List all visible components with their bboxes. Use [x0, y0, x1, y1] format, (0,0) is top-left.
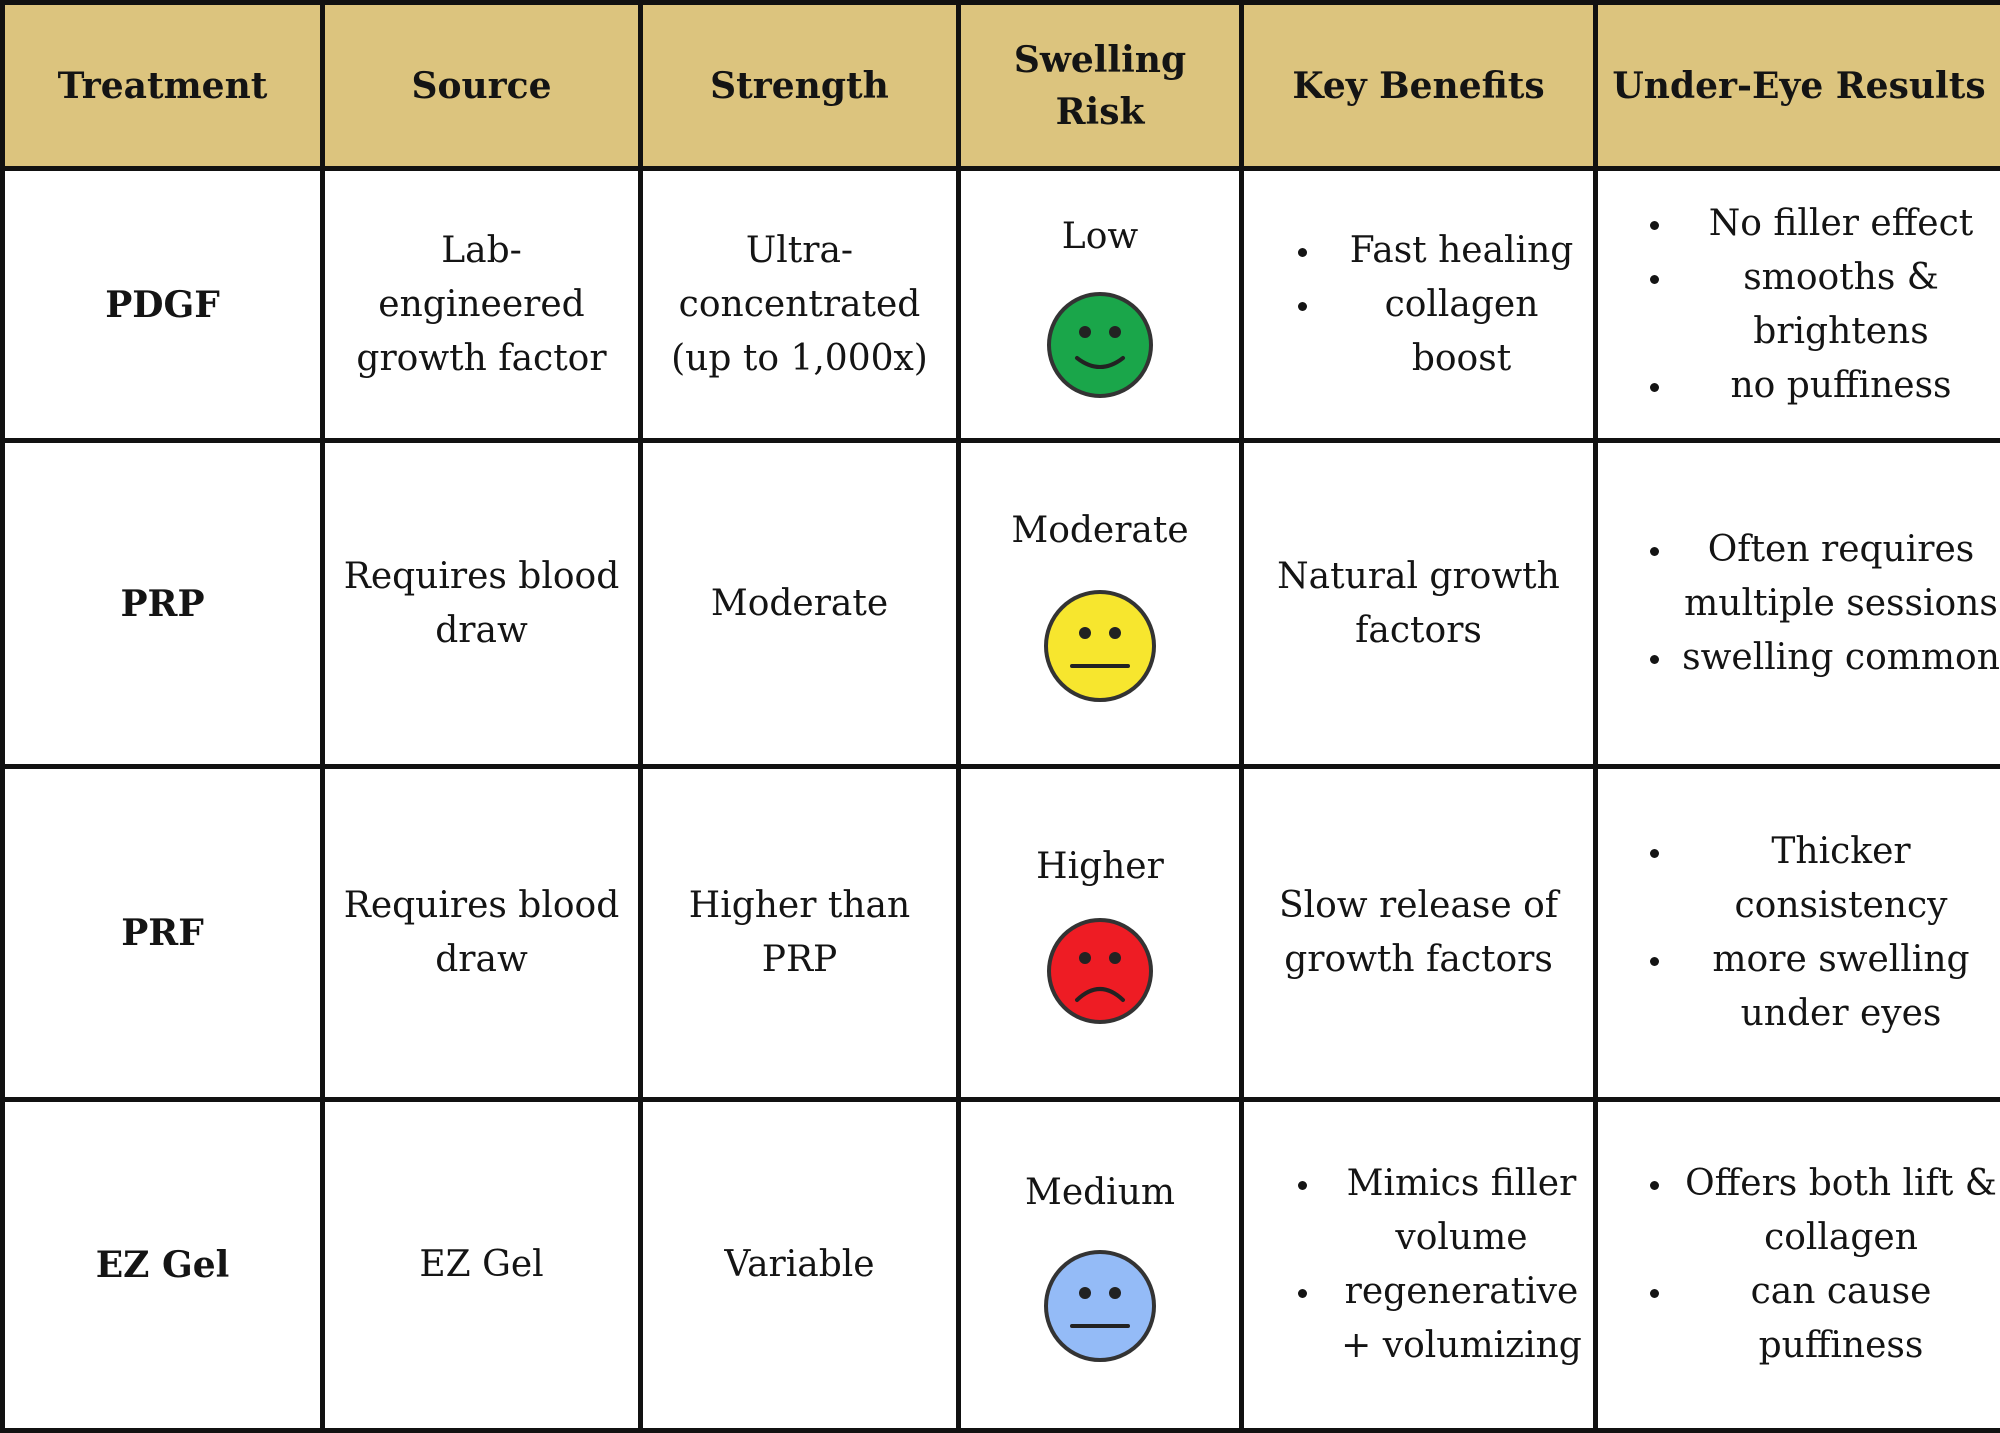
- face-circle: [1046, 592, 1154, 700]
- face-eye: [1109, 952, 1121, 964]
- list-item: swelling common: [1682, 631, 2000, 685]
- list-item: collagen boost: [1330, 278, 1593, 386]
- table-row: PRP Requires blood draw Moderate Moderat…: [3, 441, 2000, 767]
- list-item: Mimics filler volume: [1330, 1157, 1593, 1265]
- list-item: regenerative + volumizing: [1330, 1265, 1593, 1373]
- key-benefits-list: Mimics filler volume regenerative + volu…: [1244, 1157, 1593, 1373]
- under-eye-results-list: No filler effect smooths & brightens no …: [1598, 197, 2000, 413]
- swelling-risk-label: Moderate: [961, 504, 1239, 558]
- table-row: EZ Gel EZ Gel Variable Medium Mimics fil…: [3, 1100, 2000, 1431]
- swelling-risk-cell: Moderate: [959, 441, 1242, 767]
- header-swelling-risk: Swelling Risk: [959, 3, 1242, 169]
- header-key-benefits: Key Benefits: [1242, 3, 1596, 169]
- happy-face-icon: [1045, 290, 1155, 400]
- under-eye-results-cell: Often requires multiple sessions swellin…: [1596, 441, 2000, 767]
- under-eye-results-list: Often requires multiple sessions swellin…: [1598, 523, 2000, 685]
- list-item: No filler effect: [1682, 197, 2000, 251]
- neutral-face-icon: [1042, 1248, 1158, 1364]
- strength-cell: Moderate: [641, 441, 959, 767]
- list-item: more swelling under eyes: [1682, 933, 2000, 1041]
- face-eye: [1079, 326, 1091, 338]
- source-cell: Requires blood draw: [323, 767, 641, 1100]
- under-eye-results-cell: Thicker consistency more swelling under …: [1596, 767, 2000, 1100]
- strength-cell: Variable: [641, 1100, 959, 1431]
- treatment-name: PDGF: [3, 169, 323, 441]
- swelling-risk-cell: Higher: [959, 767, 1242, 1100]
- under-eye-results-list: Offers both lift & collagen can cause pu…: [1598, 1157, 2000, 1373]
- source-cell: Requires blood draw: [323, 441, 641, 767]
- sad-face-icon: [1045, 916, 1155, 1026]
- key-benefits-cell: Fast healing collagen boost: [1242, 169, 1596, 441]
- under-eye-results-list: Thicker consistency more swelling under …: [1598, 825, 2000, 1041]
- treatment-name: PRP: [3, 441, 323, 767]
- list-item: Fast healing: [1330, 224, 1593, 278]
- face-eye: [1109, 627, 1121, 639]
- table-row: PRF Requires blood draw Higher than PRP …: [3, 767, 2000, 1100]
- header-treatment: Treatment: [3, 3, 323, 169]
- list-item: Offers both lift & collagen: [1682, 1157, 2000, 1265]
- face-eye: [1079, 627, 1091, 639]
- list-item: Thicker consistency: [1682, 825, 2000, 933]
- face-circle: [1049, 294, 1151, 396]
- treatment-name: PRF: [3, 767, 323, 1100]
- face-eye: [1109, 326, 1121, 338]
- source-cell: Lab-engineered growth factor: [323, 169, 641, 441]
- source-cell: EZ Gel: [323, 1100, 641, 1431]
- list-item: smooths & brightens: [1682, 251, 2000, 359]
- list-item: Often requires multiple sessions: [1682, 523, 2000, 631]
- neutral-face-icon: [1042, 588, 1158, 704]
- under-eye-results-cell: Offers both lift & collagen can cause pu…: [1596, 1100, 2000, 1431]
- header-row: Treatment Source Strength Swelling Risk …: [3, 3, 2000, 169]
- key-benefits-cell: Mimics filler volume regenerative + volu…: [1242, 1100, 1596, 1431]
- header-under-eye-results: Under-Eye Results: [1596, 3, 2000, 169]
- face-circle: [1049, 920, 1151, 1022]
- header-strength: Strength: [641, 3, 959, 169]
- swelling-risk-label: Higher: [961, 840, 1239, 894]
- list-item: can cause puffiness: [1682, 1265, 2000, 1373]
- table-row: PDGF Lab-engineered growth factor Ultra-…: [3, 169, 2000, 441]
- strength-cell: Higher than PRP: [641, 767, 959, 1100]
- face-eye: [1109, 1287, 1121, 1299]
- swelling-risk-label: Medium: [961, 1166, 1239, 1220]
- under-eye-results-cell: No filler effect smooths & brightens no …: [1596, 169, 2000, 441]
- swelling-risk-cell: Low: [959, 169, 1242, 441]
- face-circle: [1046, 1252, 1154, 1360]
- list-item: no puffiness: [1682, 359, 2000, 413]
- treatment-name: EZ Gel: [3, 1100, 323, 1431]
- header-source: Source: [323, 3, 641, 169]
- key-benefits-cell: Natural growth factors: [1242, 441, 1596, 767]
- key-benefits-list: Fast healing collagen boost: [1244, 224, 1593, 386]
- face-eye: [1079, 952, 1091, 964]
- key-benefits-cell: Slow release of growth factors: [1242, 767, 1596, 1100]
- swelling-risk-label: Low: [961, 210, 1239, 264]
- strength-cell: Ultra-concentrated (up to 1,000x): [641, 169, 959, 441]
- face-eye: [1079, 1287, 1091, 1299]
- swelling-risk-cell: Medium: [959, 1100, 1242, 1431]
